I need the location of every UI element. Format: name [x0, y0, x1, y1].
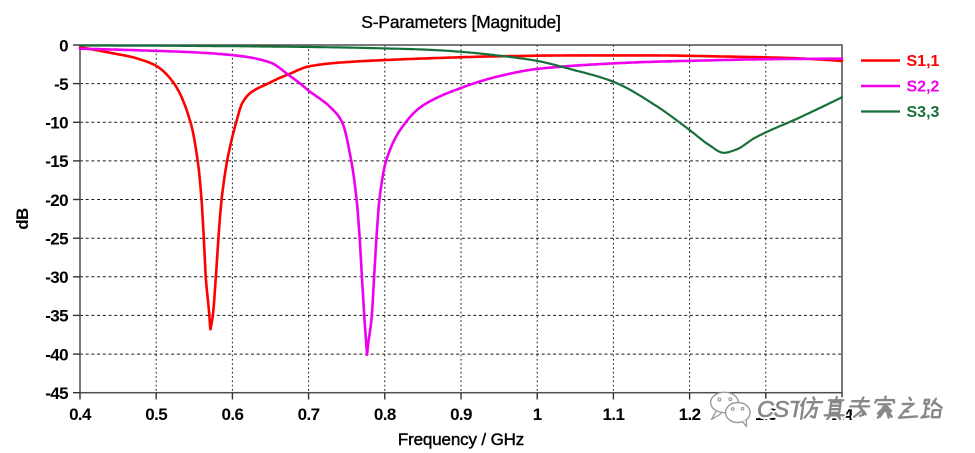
- svg-text:S-Parameters [Magnitude]: S-Parameters [Magnitude]: [361, 12, 560, 32]
- svg-text:1.2: 1.2: [679, 405, 701, 424]
- svg-text:-30: -30: [45, 268, 68, 287]
- svg-text:0: 0: [59, 36, 68, 55]
- svg-text:CST: CST: [757, 396, 805, 422]
- svg-text:0.7: 0.7: [298, 405, 320, 424]
- svg-text:S3,3: S3,3: [907, 104, 940, 121]
- svg-text:dB: dB: [13, 208, 32, 230]
- svg-text:-35: -35: [45, 307, 68, 326]
- svg-text:0.9: 0.9: [450, 405, 472, 424]
- svg-text:0.4: 0.4: [69, 405, 92, 424]
- svg-text:S2,2: S2,2: [907, 78, 940, 95]
- svg-text:S1,1: S1,1: [907, 53, 940, 70]
- svg-text:-10: -10: [45, 114, 68, 133]
- svg-text:1: 1: [533, 405, 542, 424]
- svg-text:1.3: 1.3: [755, 405, 777, 424]
- svg-text:0.5: 0.5: [145, 405, 167, 424]
- svg-text:-45: -45: [45, 384, 68, 403]
- svg-text:-40: -40: [45, 345, 68, 364]
- svg-text:0.6: 0.6: [221, 405, 243, 424]
- svg-text:-20: -20: [45, 191, 68, 210]
- svg-text:0.8: 0.8: [374, 405, 396, 424]
- svg-text:-5: -5: [54, 75, 68, 94]
- svg-text:1.1: 1.1: [602, 405, 624, 424]
- svg-text:-25: -25: [45, 230, 68, 249]
- svg-text:-15: -15: [45, 152, 68, 171]
- svg-text:Frequency / GHz: Frequency / GHz: [398, 430, 524, 449]
